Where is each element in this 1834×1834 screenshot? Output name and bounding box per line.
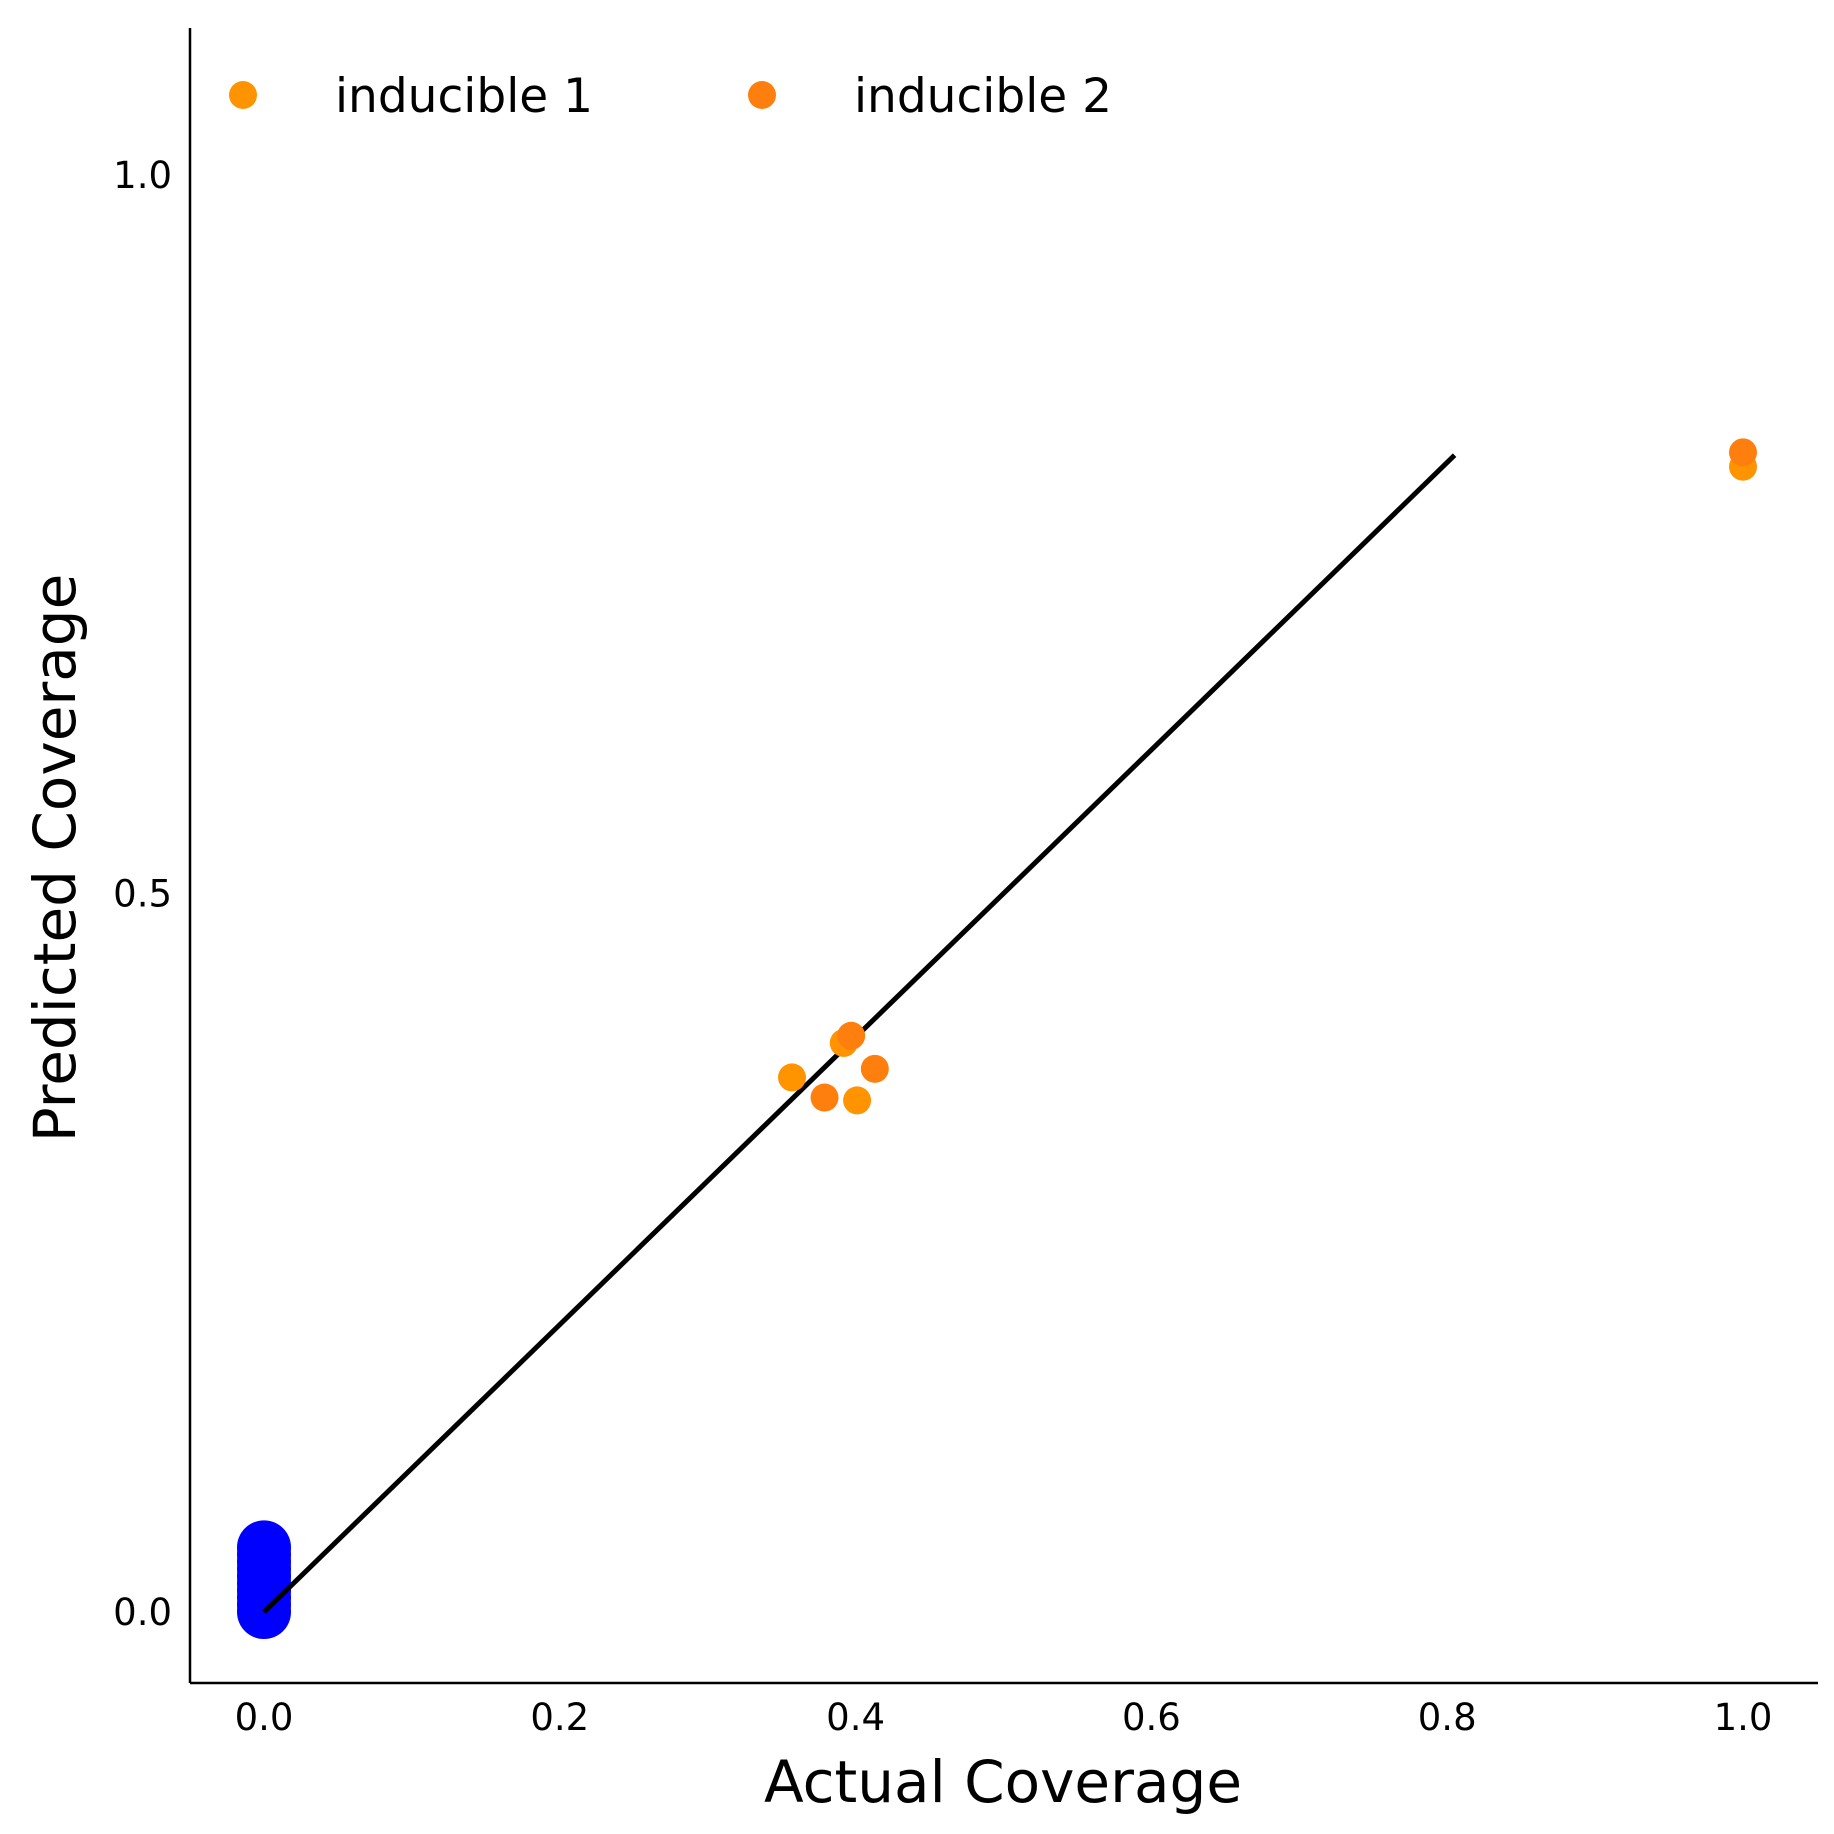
legend: inducible 1 inducible 2 [229, 69, 1112, 124]
axes [188, 28, 1818, 1685]
data-point [237, 1520, 291, 1575]
x-tick-label: 0.6 [1122, 1696, 1181, 1739]
plot-area [237, 438, 1757, 1639]
x-tick-label: 0.8 [1418, 1696, 1477, 1739]
y-tick-label: 0.0 [113, 1591, 172, 1634]
x-tick-label: 1.0 [1714, 1696, 1773, 1739]
legend-marker [229, 81, 257, 109]
x-tick-label: 0.4 [826, 1696, 885, 1739]
legend-marker [748, 81, 776, 109]
data-point [843, 1086, 872, 1115]
data-point [860, 1054, 889, 1083]
data-point [1729, 438, 1757, 467]
legend-label: inducible 1 [335, 69, 593, 124]
data-point [837, 1021, 866, 1050]
data-point [778, 1063, 807, 1092]
legend-item: inducible 1 [229, 69, 593, 124]
y-tick-label: 1.0 [113, 154, 172, 197]
y-axis-title: Predicted Coverage [21, 574, 89, 1143]
x-tick-label: 0.0 [235, 1696, 294, 1739]
tick-labels: 0.0 0.2 0.4 0.6 0.8 1.0 0.0 0.5 1.0 [113, 154, 1772, 1739]
legend-item: inducible 2 [748, 69, 1112, 124]
data-point [810, 1083, 839, 1112]
x-axis-title: Actual Coverage [764, 1748, 1242, 1816]
y-tick-label: 0.5 [113, 873, 172, 916]
x-tick-label: 0.2 [530, 1696, 589, 1739]
legend-label: inducible 2 [854, 69, 1112, 124]
